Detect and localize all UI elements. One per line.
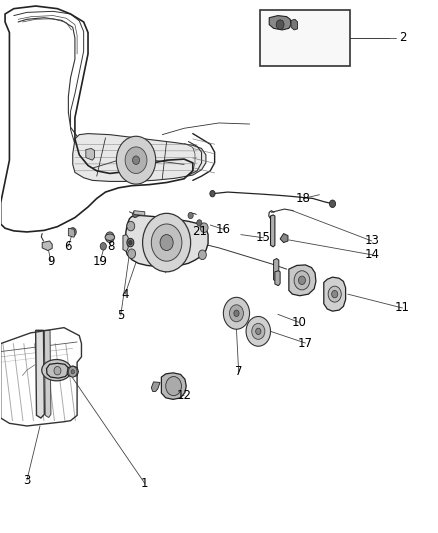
Text: 17: 17 xyxy=(298,336,313,350)
Bar xyxy=(261,10,350,66)
Polygon shape xyxy=(280,233,288,243)
Circle shape xyxy=(210,190,215,197)
Text: 13: 13 xyxy=(364,235,379,247)
Text: 7: 7 xyxy=(235,365,242,378)
Text: 9: 9 xyxy=(47,255,55,268)
Polygon shape xyxy=(324,277,346,311)
Text: 6: 6 xyxy=(65,240,72,253)
Circle shape xyxy=(100,243,106,250)
Circle shape xyxy=(117,136,155,184)
Polygon shape xyxy=(291,19,297,30)
Circle shape xyxy=(133,156,140,165)
Text: 15: 15 xyxy=(256,231,271,244)
Circle shape xyxy=(252,324,265,340)
Text: 18: 18 xyxy=(296,192,311,205)
Polygon shape xyxy=(35,330,44,418)
Circle shape xyxy=(294,271,310,290)
Circle shape xyxy=(151,224,182,261)
Circle shape xyxy=(230,305,244,322)
Polygon shape xyxy=(151,382,160,391)
Circle shape xyxy=(223,297,250,329)
Polygon shape xyxy=(275,271,280,286)
Circle shape xyxy=(328,286,341,302)
Text: 8: 8 xyxy=(107,240,115,253)
Text: 3: 3 xyxy=(23,474,31,487)
Circle shape xyxy=(256,328,261,335)
Text: 1: 1 xyxy=(141,477,148,490)
Text: 14: 14 xyxy=(364,248,379,261)
Text: 21: 21 xyxy=(192,225,207,238)
Polygon shape xyxy=(269,15,291,30)
Circle shape xyxy=(332,290,338,298)
Circle shape xyxy=(71,369,74,374)
Polygon shape xyxy=(68,228,75,237)
Circle shape xyxy=(160,235,173,251)
Polygon shape xyxy=(134,211,145,215)
Circle shape xyxy=(68,367,77,377)
Circle shape xyxy=(125,147,147,173)
Circle shape xyxy=(143,213,191,272)
Text: 19: 19 xyxy=(93,255,108,268)
Polygon shape xyxy=(271,215,275,247)
Text: 2: 2 xyxy=(399,31,406,44)
Circle shape xyxy=(127,221,135,231)
Polygon shape xyxy=(67,366,78,377)
Ellipse shape xyxy=(105,234,115,240)
Text: 5: 5 xyxy=(117,309,124,322)
Polygon shape xyxy=(73,134,206,181)
Text: 16: 16 xyxy=(216,223,231,236)
Text: 12: 12 xyxy=(177,389,191,402)
Circle shape xyxy=(106,232,114,243)
Circle shape xyxy=(188,212,193,219)
Ellipse shape xyxy=(42,360,71,381)
Polygon shape xyxy=(289,265,316,296)
Polygon shape xyxy=(274,259,279,281)
Circle shape xyxy=(133,211,138,217)
Text: 10: 10 xyxy=(291,316,306,329)
Circle shape xyxy=(129,240,132,245)
Polygon shape xyxy=(123,235,128,252)
Circle shape xyxy=(198,250,206,260)
Text: 4: 4 xyxy=(121,288,129,301)
Circle shape xyxy=(234,310,239,317)
Circle shape xyxy=(128,249,136,259)
Circle shape xyxy=(69,228,76,236)
Circle shape xyxy=(166,376,181,395)
Polygon shape xyxy=(86,149,95,160)
Polygon shape xyxy=(161,373,186,399)
Circle shape xyxy=(276,20,284,29)
Polygon shape xyxy=(44,330,51,417)
Polygon shape xyxy=(42,241,52,251)
Circle shape xyxy=(200,223,208,232)
Circle shape xyxy=(127,238,134,247)
Circle shape xyxy=(298,276,305,285)
Circle shape xyxy=(329,200,336,207)
Circle shape xyxy=(54,367,61,375)
Polygon shape xyxy=(46,364,68,378)
Circle shape xyxy=(197,220,202,226)
Text: 11: 11 xyxy=(395,302,410,314)
Circle shape xyxy=(246,317,271,346)
Polygon shape xyxy=(125,215,208,266)
